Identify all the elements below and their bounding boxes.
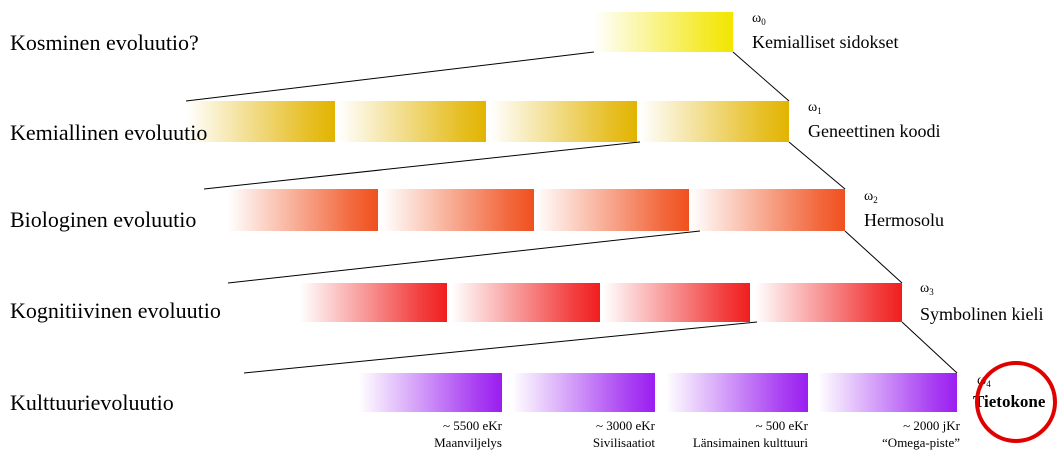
marker-date-1: ~ 3000 eKr bbox=[596, 418, 656, 433]
omega-label-4: Tietokone bbox=[973, 392, 1046, 411]
omega-symbol-0: ω0 bbox=[752, 11, 766, 27]
gradient-bars bbox=[186, 12, 957, 412]
gradient-bar-2-3 bbox=[690, 189, 845, 231]
gradient-bar-2-1 bbox=[382, 189, 534, 231]
stage-label-cosmic: Kosminen evoluutio? bbox=[10, 30, 199, 55]
connector-left-1 bbox=[203, 141, 641, 190]
omega-symbol-2: ω2 bbox=[864, 189, 878, 205]
connector-right-1 bbox=[788, 141, 846, 190]
stage-label-biological: Biologinen evoluutio bbox=[10, 207, 196, 232]
marker-date-3: ~ 2000 jKr bbox=[903, 418, 961, 433]
connector-left-3 bbox=[243, 321, 758, 374]
omega-label-1: Geneettinen koodi bbox=[808, 121, 940, 141]
omega-symbol-3: ω3 bbox=[920, 281, 934, 297]
gradient-bar-0-0 bbox=[594, 12, 733, 52]
connector-lines bbox=[185, 51, 958, 374]
gradient-bar-1-1 bbox=[338, 101, 486, 142]
connector-right-0 bbox=[732, 51, 790, 102]
gradient-bar-1-3 bbox=[640, 101, 789, 142]
gradient-bar-3-0 bbox=[300, 283, 447, 322]
gradient-bar-2-0 bbox=[228, 189, 378, 231]
omega-label-2: Hermosolu bbox=[864, 210, 944, 230]
gradient-bar-1-2 bbox=[490, 101, 637, 142]
stage-label-cognitive: Kognitiivinen evoluutio bbox=[10, 298, 221, 323]
marker-date-2: ~ 500 eKr bbox=[755, 418, 808, 433]
culture-markers: ~ 5500 eKr Maanviljelys ~ 3000 eKr Sivil… bbox=[434, 418, 961, 450]
omega-label-0: Kemialliset sidokset bbox=[752, 32, 898, 52]
connector-left-2 bbox=[227, 230, 701, 284]
gradient-bar-4-1 bbox=[512, 373, 655, 412]
stage-labels: Kosminen evoluutio? Kemiallinen evoluuti… bbox=[10, 30, 221, 415]
gradient-bar-4-3 bbox=[818, 373, 957, 412]
gradient-bar-3-1 bbox=[452, 283, 600, 322]
gradient-bar-4-2 bbox=[666, 373, 808, 412]
stage-label-cultural: Kulttuurievoluutio bbox=[10, 390, 174, 415]
omega-label-3: Symbolinen kieli bbox=[920, 304, 1044, 324]
marker-event-3: “Omega-piste” bbox=[882, 435, 960, 450]
gradient-bar-1-0 bbox=[186, 101, 335, 142]
connector-right-2 bbox=[844, 230, 903, 284]
stage-label-chemical: Kemiallinen evoluutio bbox=[10, 120, 207, 145]
gradient-bar-2-2 bbox=[535, 189, 689, 231]
gradient-bar-4-0 bbox=[359, 373, 502, 412]
marker-event-1: Sivilisaatiot bbox=[593, 435, 656, 450]
marker-event-0: Maanviljelys bbox=[434, 435, 502, 450]
gradient-bar-3-3 bbox=[755, 283, 902, 322]
gradient-bar-3-2 bbox=[603, 283, 750, 322]
connector-left-0 bbox=[185, 51, 595, 102]
marker-date-0: ~ 5500 eKr bbox=[443, 418, 503, 433]
marker-event-2: Länsimainen kulttuuri bbox=[693, 435, 809, 450]
omega-symbol-1: ω1 bbox=[808, 100, 822, 116]
highlight-circle bbox=[975, 361, 1057, 443]
connector-right-3 bbox=[901, 321, 958, 374]
